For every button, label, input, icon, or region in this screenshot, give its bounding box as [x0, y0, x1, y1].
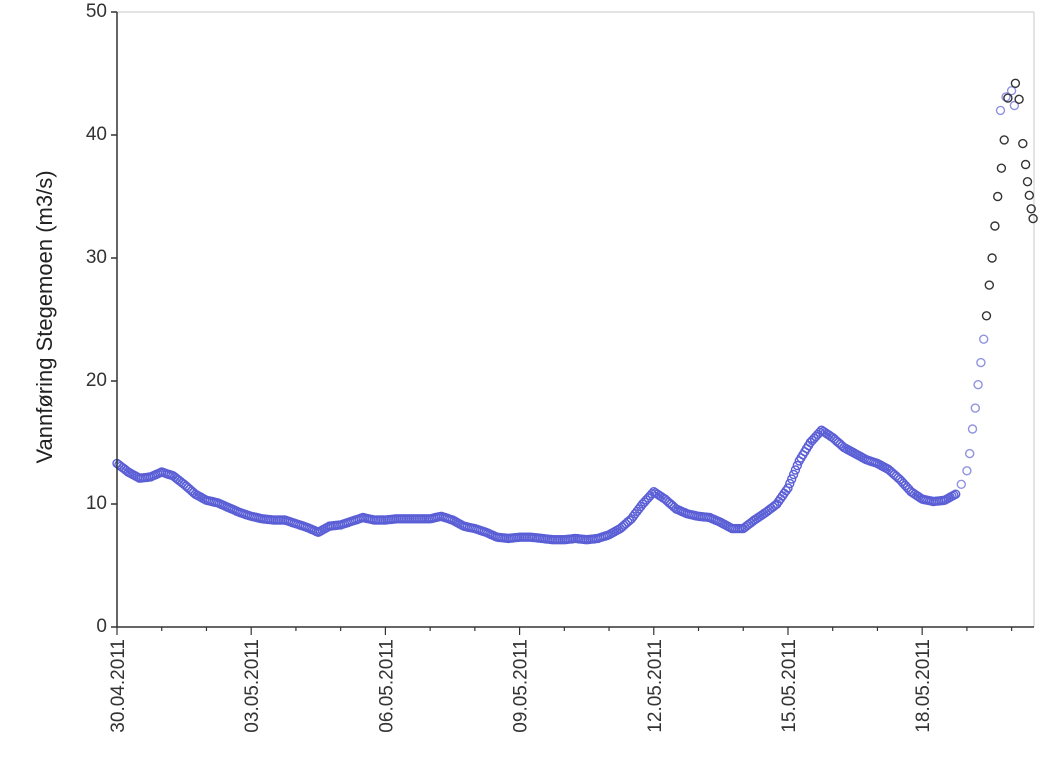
data-point [792, 460, 802, 471]
data-series [112, 78, 1038, 545]
x-tick-label: 12.05.2011 [645, 639, 666, 733]
x-tick-label: 30.04.2011 [108, 639, 129, 733]
data-point [1026, 204, 1036, 214]
x-tick-label: 06.05.2011 [376, 639, 397, 733]
y-axis-title: Vannføring Stegemoen (m3/s) [32, 170, 57, 463]
x-tick-label: 15.05.2011 [779, 639, 800, 733]
y-axis-ticks: 0 10 20 30 40 50 [86, 1, 117, 637]
x-axis-ticks: 30.04.2011 03.05.2011 06.05.2011 09.05.2011… [108, 627, 1013, 733]
data-point [990, 221, 1000, 231]
y-tick-label: 50 [86, 1, 107, 22]
series-2 [981, 78, 1038, 321]
data-point [1010, 78, 1021, 89]
data-point [785, 478, 795, 489]
y-tick-label: 30 [86, 247, 107, 268]
y-tick-label: 40 [86, 124, 107, 145]
data-point [956, 479, 966, 489]
data-point [788, 469, 799, 480]
data-point [1003, 93, 1013, 103]
x-tick-label: 03.05.2011 [242, 639, 263, 733]
data-point [970, 403, 980, 413]
data-point [951, 489, 961, 499]
data-point [1028, 213, 1038, 224]
data-point [987, 253, 997, 263]
data-point [781, 486, 791, 496]
data-point [787, 474, 797, 484]
data-point [979, 334, 989, 344]
series-1 [956, 85, 1020, 489]
data-point [1022, 176, 1033, 187]
y-tick-label: 10 [86, 493, 107, 514]
data-point [993, 191, 1003, 202]
data-point [965, 448, 975, 459]
data-point [790, 465, 801, 475]
data-point [1006, 85, 1017, 96]
data-point [783, 483, 793, 493]
data-point [981, 311, 992, 321]
data-point [976, 357, 986, 368]
y-axis: 0 10 20 30 40 50 [86, 1, 118, 637]
x-tick-label: 09.05.2011 [511, 639, 532, 733]
x-axis: 30.04.2011 03.05.2011 06.05.2011 09.05.2011… [108, 626, 1034, 733]
data-point [996, 163, 1007, 173]
series-0 [112, 425, 961, 545]
data-point [1020, 159, 1031, 170]
data-point [973, 380, 983, 390]
data-point [962, 466, 972, 476]
y-tick-label: 20 [86, 370, 107, 391]
x-tick-label: 18.05.2011 [913, 639, 934, 733]
data-point [1024, 190, 1035, 201]
data-point [967, 424, 978, 434]
data-point [1009, 100, 1020, 111]
data-point [1014, 94, 1024, 105]
data-point [995, 105, 1006, 116]
data-point [999, 135, 1009, 145]
y-tick-label: 0 [96, 616, 107, 637]
data-point [984, 280, 994, 290]
data-point [1001, 92, 1011, 102]
plot-frame [117, 11, 1035, 627]
data-point [1018, 138, 1028, 149]
